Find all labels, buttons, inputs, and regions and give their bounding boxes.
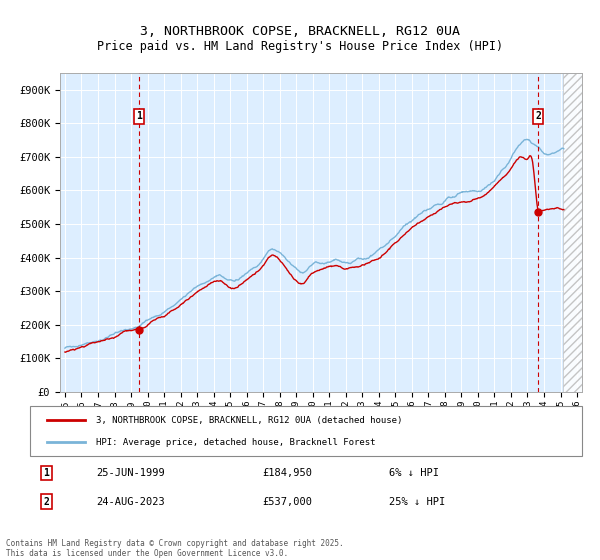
Text: 3, NORTHBROOK COPSE, BRACKNELL, RG12 0UA (detached house): 3, NORTHBROOK COPSE, BRACKNELL, RG12 0UA… [96,416,403,424]
Text: 2: 2 [535,111,541,122]
Text: 25-JUN-1999: 25-JUN-1999 [96,468,165,478]
Text: 1: 1 [136,111,142,122]
Text: £184,950: £184,950 [262,468,312,478]
Text: 6% ↓ HPI: 6% ↓ HPI [389,468,439,478]
Text: £537,000: £537,000 [262,497,312,507]
Text: 1: 1 [44,468,49,478]
Text: Contains HM Land Registry data © Crown copyright and database right 2025.: Contains HM Land Registry data © Crown c… [6,539,344,548]
Text: Price paid vs. HM Land Registry's House Price Index (HPI): Price paid vs. HM Land Registry's House … [97,40,503,53]
Text: 2: 2 [44,497,49,507]
Text: HPI: Average price, detached house, Bracknell Forest: HPI: Average price, detached house, Brac… [96,438,376,447]
Text: 3, NORTHBROOK COPSE, BRACKNELL, RG12 0UA: 3, NORTHBROOK COPSE, BRACKNELL, RG12 0UA [140,25,460,38]
Text: 25% ↓ HPI: 25% ↓ HPI [389,497,445,507]
Text: This data is licensed under the Open Government Licence v3.0.: This data is licensed under the Open Gov… [6,549,288,558]
Text: 24-AUG-2023: 24-AUG-2023 [96,497,165,507]
